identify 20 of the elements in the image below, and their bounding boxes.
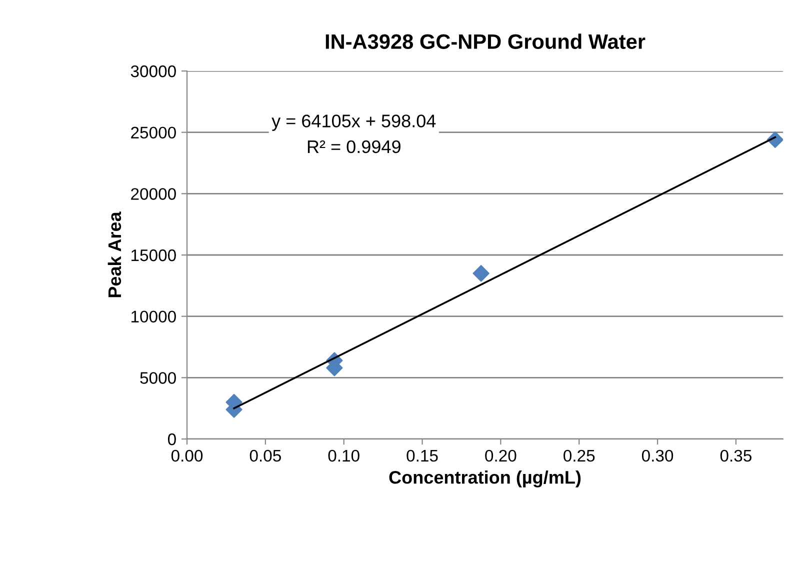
x-tick-label: 0.30: [642, 450, 674, 462]
y-axis-title: Peak Area: [108, 212, 122, 298]
y-tick-label: 25000: [131, 126, 176, 139]
x-tick-label: 0.25: [564, 450, 595, 462]
y-tick-label: 15000: [132, 249, 176, 262]
y-tick-label: 5000: [140, 372, 176, 384]
x-tick-label: 0.35: [720, 450, 752, 462]
chart-title: IN-A3928 GC-NPD Ground Water: [326, 34, 646, 50]
x-tick-label: 0.15: [406, 450, 438, 462]
x-tick-label: 0.05: [250, 450, 281, 462]
x-axis-title: Concentration (µg/mL): [389, 470, 581, 488]
x-tick-label: 0.10: [328, 450, 360, 462]
annotation: y = 64105x + 598.04: [272, 114, 436, 131]
y-tick-label: 30000: [130, 65, 176, 78]
y-tick-label: 20000: [131, 188, 176, 200]
y-tick-label: 0: [168, 433, 176, 446]
y-tick-label: 10000: [132, 310, 176, 323]
x-tick-label: 0.20: [485, 450, 516, 462]
x-tick-label: 0.00: [171, 450, 203, 462]
annotation: R² = 0.9949: [308, 140, 400, 154]
